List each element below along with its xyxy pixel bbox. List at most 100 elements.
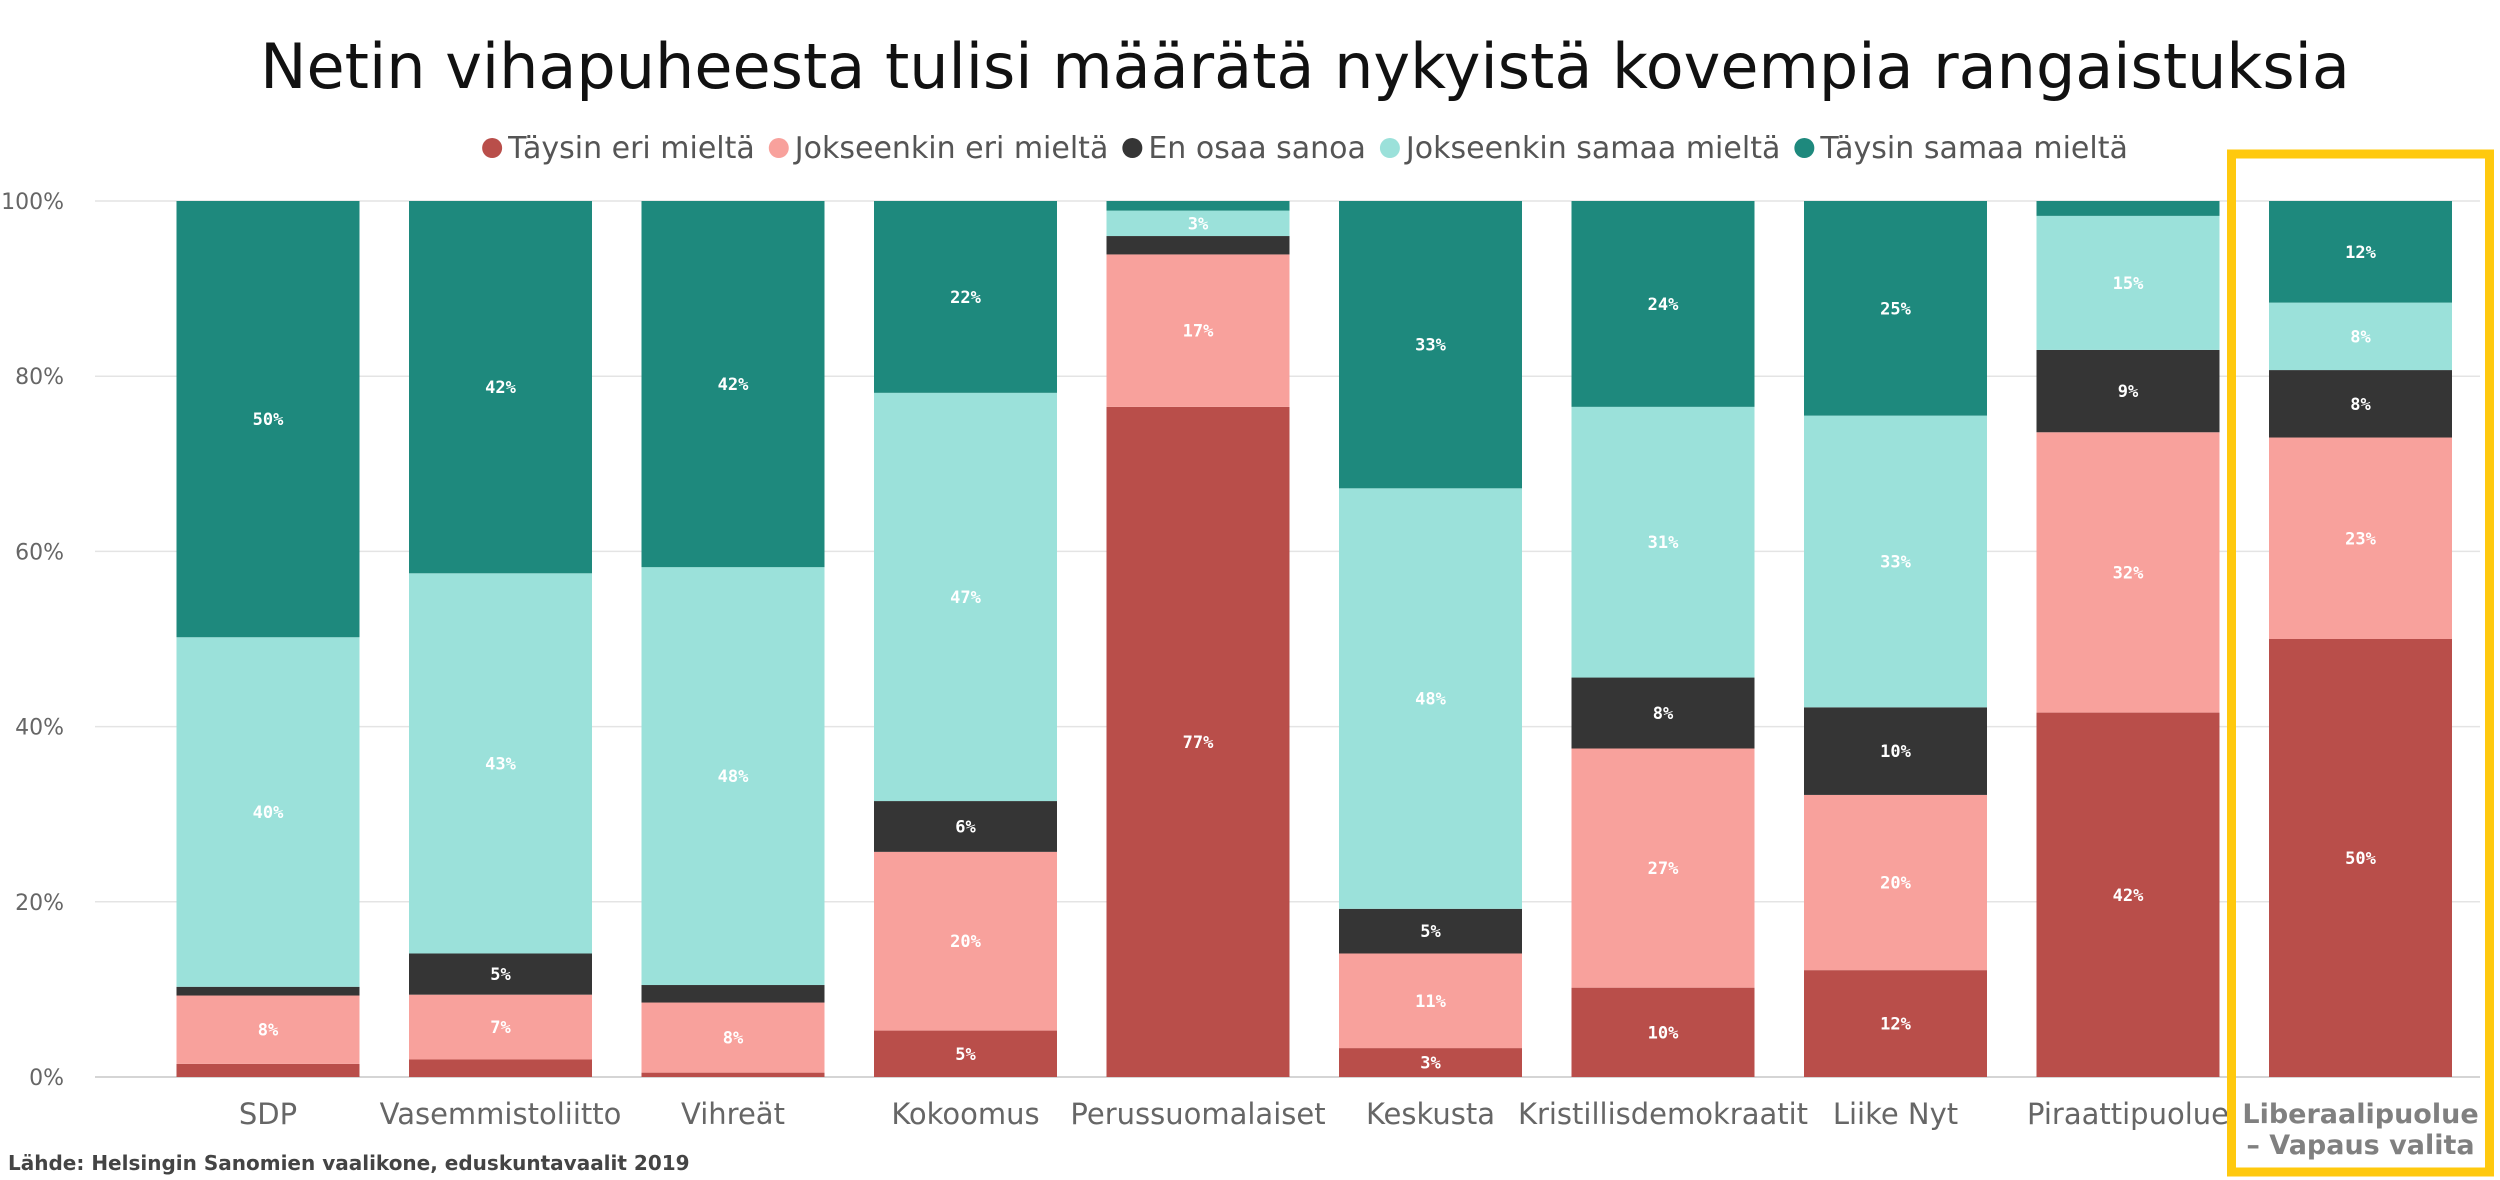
legend-marker-4 xyxy=(1379,138,1400,158)
bar-segment-7-1 xyxy=(1571,987,1755,1077)
x-tick-label-2-line-1: Vasemmistoliitto xyxy=(380,1097,622,1131)
data-labels: 8% 40% 50% 7% 5% 43% 42% 8% 48% 42% 5% 20% 6% 47% 22% 7… xyxy=(253,214,2377,1073)
data-label-4-5: 22% xyxy=(950,288,981,308)
x-tick-label-6: Keskusta xyxy=(1366,1097,1495,1131)
legend-label-2: Jokseenkin eri mieltä xyxy=(793,131,1109,166)
bar-segment-6-3 xyxy=(1339,908,1522,954)
legend-marker-5 xyxy=(1794,138,1815,158)
data-label-4-1: 5% xyxy=(955,1045,976,1065)
bar-segment-2-2 xyxy=(409,994,592,1060)
bar-segment-6-5 xyxy=(1339,201,1522,489)
legend-marker-1 xyxy=(482,138,503,158)
bar-segment-2-3 xyxy=(409,953,592,995)
bar-segment-10-4 xyxy=(2269,302,2452,371)
data-label-1-2: 8% xyxy=(258,1021,279,1041)
bar-segment-4-3 xyxy=(874,801,1057,852)
x-tick-label-2: Vasemmistoliitto xyxy=(380,1097,622,1131)
bar-segment-2-1 xyxy=(409,1059,592,1077)
bar-segment-5-1 xyxy=(1106,406,1290,1077)
bar-segment-1-1 xyxy=(176,1063,360,1077)
x-tick-label-7-line-1: Kristillisdemokraatit xyxy=(1518,1097,1808,1131)
x-tick-label-1-line-1: SDP xyxy=(239,1097,297,1131)
x-tick-label-6-line-1: Keskusta xyxy=(1366,1097,1495,1131)
data-label-9-1: 42% xyxy=(2113,886,2144,906)
bar-segment-9-4 xyxy=(2036,215,2220,350)
bar-segment-10-2 xyxy=(2269,437,2452,639)
bar-segment-6-2 xyxy=(1339,953,1522,1049)
data-label-4-2: 20% xyxy=(950,932,981,952)
legend-label-1: Täysin eri mieltä xyxy=(507,131,755,166)
data-label-10-2: 23% xyxy=(2345,529,2376,549)
data-label-9-4: 15% xyxy=(2113,274,2144,294)
x-tick-label-5: Perussuomalaiset xyxy=(1070,1097,1325,1131)
bar-segment-1-4 xyxy=(176,637,360,987)
bar-segment-3-1 xyxy=(641,1072,825,1077)
bar-segment-9-5 xyxy=(2036,201,2220,216)
legend-marker-3 xyxy=(1122,138,1143,158)
data-label-5-2: 17% xyxy=(1183,322,1214,342)
data-label-1-5: 50% xyxy=(253,410,284,430)
bar-segment-7-4 xyxy=(1571,406,1755,678)
data-label-7-1: 10% xyxy=(1648,1023,1679,1043)
legend-marker-2 xyxy=(768,138,789,158)
y-tick-label-100: 100% xyxy=(1,190,64,215)
bar-segment-6-4 xyxy=(1339,488,1522,909)
x-tick-label-8: Liike Nyt xyxy=(1833,1097,1958,1131)
bar-segment-4-1 xyxy=(874,1030,1057,1077)
x-tick-label-7: Kristillisdemokraatit xyxy=(1518,1097,1808,1131)
y-axis: 0% 20% 40% 60% 80% 100% xyxy=(1,190,64,1091)
y-tick-label-40: 40% xyxy=(15,716,64,741)
y-tick-label-60: 60% xyxy=(15,540,64,565)
data-label-7-5: 24% xyxy=(1648,295,1679,315)
data-label-9-3: 9% xyxy=(2118,382,2139,402)
bar-segment-8-1 xyxy=(1804,970,1987,1077)
bar-segment-3-5 xyxy=(641,201,825,568)
bar-segment-5-2 xyxy=(1106,254,1290,407)
bar-segment-7-3 xyxy=(1571,677,1755,749)
data-label-8-2: 20% xyxy=(1880,874,1911,894)
data-label-10-4: 8% xyxy=(2350,327,2371,347)
x-tick-label-4: Kokoomus xyxy=(891,1097,1039,1131)
data-label-2-5: 42% xyxy=(485,378,516,398)
bar-segment-3-3 xyxy=(641,985,825,1003)
highlight-frame xyxy=(2227,149,2494,1177)
data-label-6-2: 11% xyxy=(1415,992,1446,1012)
bar-segment-1-5 xyxy=(176,201,360,638)
legend-label-4: Jokseenkin samaa mieltä xyxy=(1404,131,1780,166)
bar-segment-5-3 xyxy=(1106,236,1290,255)
bar-segment-3-4 xyxy=(641,567,825,986)
chart-legend: Täysin eri mieltä Jokseenkin eri mieltä En… xyxy=(482,131,2128,166)
data-label-3-2: 8% xyxy=(723,1029,744,1049)
x-axis: SDP Vasemmistoliitto Vihreät Kokoomus Peruss… xyxy=(239,1097,2479,1161)
bar-segment-8-4 xyxy=(1804,415,1987,708)
bar-segment-4-2 xyxy=(874,851,1057,1031)
x-tick-label-1: SDP xyxy=(239,1097,297,1131)
y-tick-label-80: 80% xyxy=(15,365,64,390)
data-label-8-3: 10% xyxy=(1880,742,1911,762)
x-tick-label-5-line-1: Perussuomalaiset xyxy=(1070,1097,1325,1131)
data-label-6-5: 33% xyxy=(1415,336,1446,356)
legend-label-5: Täysin samaa mieltä xyxy=(1819,131,2128,166)
data-label-3-5: 42% xyxy=(718,375,749,395)
data-label-8-5: 25% xyxy=(1880,299,1911,319)
data-label-10-1: 50% xyxy=(2345,849,2376,869)
bar-segment-4-4 xyxy=(874,392,1057,802)
source-note: Lähde: Helsingin Sanomien vaalikone, edu… xyxy=(8,1151,690,1175)
bar-segment-8-3 xyxy=(1804,707,1987,795)
x-tick-label-8-line-1: Liike Nyt xyxy=(1833,1097,1958,1131)
x-tick-label-10-line-1: Liberaalipuolue xyxy=(2242,1099,2478,1130)
x-tick-label-9: Piraattipuolue xyxy=(2027,1097,2229,1131)
bar-segment-9-2 xyxy=(2036,432,2220,713)
data-label-7-3: 8% xyxy=(1653,704,1674,724)
data-label-8-1: 12% xyxy=(1880,1015,1911,1035)
data-label-9-2: 32% xyxy=(2113,563,2144,583)
legend-label-3: En osaa sanoa xyxy=(1148,131,1366,166)
bar-segment-3-2 xyxy=(641,1002,825,1073)
data-label-6-4: 48% xyxy=(1415,690,1446,710)
bar-segment-10-3 xyxy=(2269,370,2452,438)
x-tick-label-10-line-2: – Vapaus valita xyxy=(2246,1130,2474,1161)
bar-segment-7-5 xyxy=(1571,201,1755,407)
bar-segment-1-2 xyxy=(176,995,360,1064)
bars xyxy=(176,201,2452,1077)
